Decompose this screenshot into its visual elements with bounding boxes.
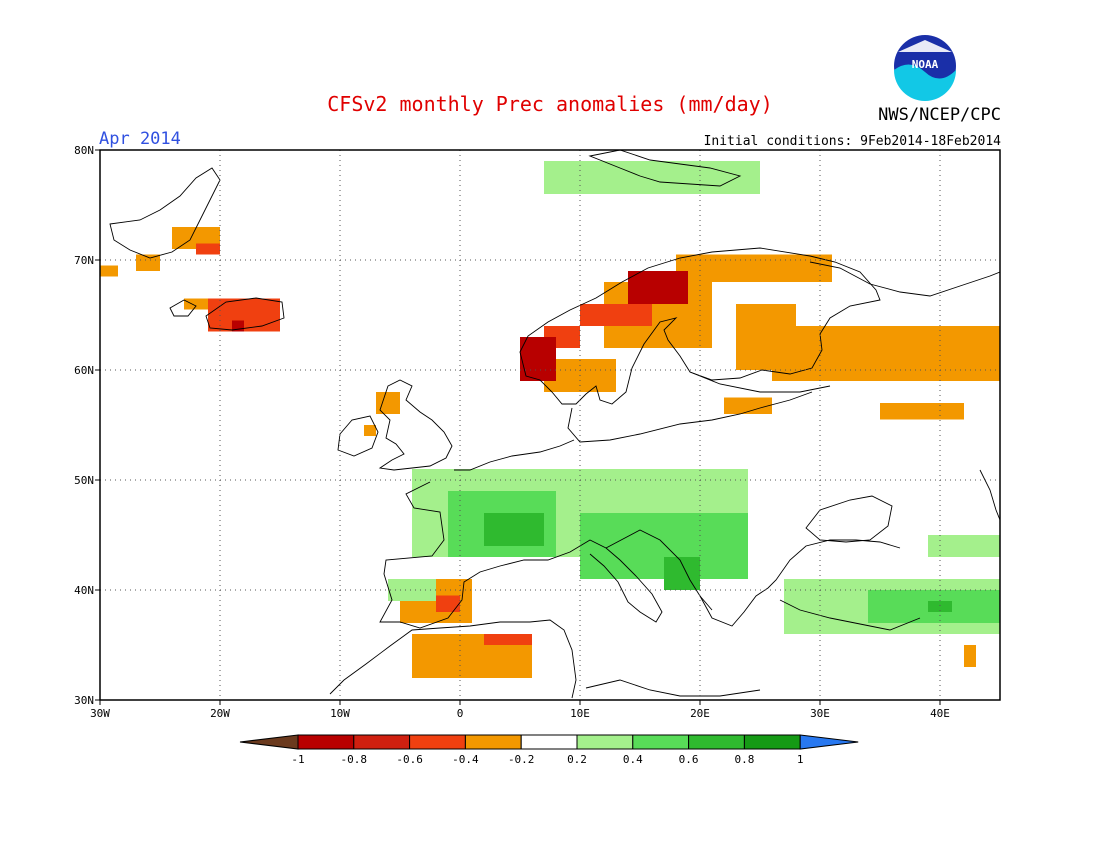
lon-tick-label: 20W	[210, 707, 230, 720]
anomaly-region	[928, 601, 952, 612]
lat-tick-label: 40N	[74, 584, 94, 597]
anomaly-region	[484, 513, 544, 546]
colorbar-swatch	[632, 734, 690, 750]
colorbar-tick-label: 0.8	[734, 753, 754, 766]
anomaly-region	[100, 265, 118, 277]
coastlines	[109, 150, 1000, 699]
colorbar: -1 -0.8 -0.6 -0.4 -0.2 0.2 0.4 0.6 0.8 1	[239, 734, 859, 766]
anomaly-region	[232, 320, 244, 332]
anomaly-region	[484, 634, 532, 645]
anomaly-region	[436, 595, 460, 612]
colorbar-tick-label: -0.2	[508, 753, 535, 766]
anomaly-region	[880, 403, 964, 420]
anomaly-region	[184, 298, 208, 310]
colorbar-arrow-low	[239, 734, 299, 750]
noaa-logo-icon: NOAA	[894, 35, 956, 101]
anomaly-region	[928, 535, 1000, 557]
lon-tick-label: 10E	[570, 707, 590, 720]
colorbar-tick-label: -0.8	[341, 753, 368, 766]
valid-month-label: Apr 2014	[99, 129, 181, 149]
colorbar-swatch	[576, 734, 634, 750]
colorbar-swatch	[409, 734, 466, 750]
colorbar-swatch	[743, 734, 801, 750]
lon-tick-label: 40E	[930, 707, 950, 720]
anomaly-region	[964, 645, 976, 667]
colorbar-tick-label: -0.4	[452, 753, 479, 766]
colorbar-tick-label: 0.2	[567, 753, 587, 766]
anomaly-region	[724, 397, 772, 414]
lon-tick-label: 30W	[90, 707, 110, 720]
colorbar-tick-label: -1	[291, 753, 304, 766]
lat-tick-label: 80N	[74, 144, 94, 157]
initial-conditions-label: Initial conditions: 9Feb2014-18Feb2014	[704, 134, 1002, 149]
lon-tick-label: 10W	[330, 707, 350, 720]
colorbar-arrow-high	[799, 734, 859, 750]
lon-tick-label: 0	[457, 707, 464, 720]
lat-tick-label: 70N	[74, 254, 94, 267]
noaa-logo-text: NOAA	[912, 58, 939, 71]
anomaly-region	[364, 425, 376, 436]
lat-tick-label: 30N	[74, 694, 94, 707]
anomaly-region	[544, 161, 760, 194]
lat-tick-label: 50N	[74, 474, 94, 487]
anomaly-region	[580, 304, 652, 326]
anomaly-region	[772, 326, 1000, 381]
colorbar-swatch	[688, 734, 745, 750]
colorbar-tick-label: 1	[797, 753, 804, 766]
colorbar-tick-label: 0.4	[623, 753, 643, 766]
anomaly-region	[628, 271, 688, 304]
colorbar-swatch	[464, 734, 522, 750]
figure-title: CFSv2 monthly Prec anomalies (mm/day)	[327, 92, 773, 116]
colorbar-swatch	[297, 734, 355, 750]
agency-label: NWS/NCEP/CPC	[878, 105, 1001, 125]
map-gridlines	[100, 150, 1000, 700]
colorbar-swatch	[520, 734, 578, 750]
anomaly-region	[520, 337, 556, 381]
lon-tick-label: 30E	[810, 707, 830, 720]
anomaly-region	[136, 254, 160, 271]
anomaly-region	[676, 254, 832, 282]
lat-tick-label: 60N	[74, 364, 94, 377]
anomaly-region	[196, 243, 220, 255]
anomaly-region	[664, 557, 700, 590]
anomaly-field	[100, 161, 1000, 678]
colorbar-tick-label: 0.6	[679, 753, 699, 766]
map-frame	[99, 149, 1001, 701]
lon-tick-label: 20E	[690, 707, 710, 720]
colorbar-tick-label: -0.6	[396, 753, 423, 766]
colorbar-swatch	[353, 734, 411, 750]
anomaly-region	[388, 579, 436, 601]
anomaly-region	[376, 392, 400, 414]
